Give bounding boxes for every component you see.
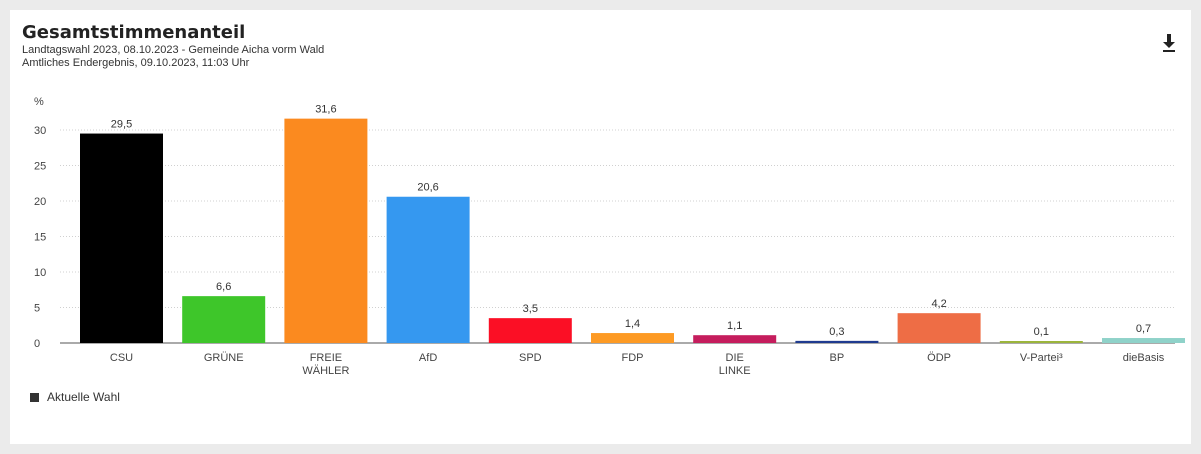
y-tick-label: 20 — [34, 196, 46, 208]
y-tick-label: 10 — [34, 267, 46, 279]
bar[interactable] — [591, 333, 674, 343]
bar-value-label: 0,1 — [1034, 326, 1049, 338]
y-tick-label: 30 — [34, 125, 46, 137]
bar[interactable] — [897, 313, 981, 343]
bar[interactable] — [386, 196, 470, 343]
bar-value-label: 1,4 — [625, 318, 640, 330]
bar[interactable] — [284, 118, 368, 343]
bar[interactable] — [182, 296, 266, 343]
bar[interactable] — [999, 341, 1083, 343]
bar[interactable] — [693, 335, 777, 343]
chart-title: Gesamtstimmenanteil — [22, 22, 246, 43]
legend-label: Aktuelle Wahl — [47, 390, 120, 404]
chart-subtitle-election: Landtagswahl 2023, 08.10.2023 - Gemeinde… — [22, 44, 325, 56]
x-category-label: dieBasis — [1123, 352, 1165, 364]
bar[interactable] — [80, 133, 163, 343]
bar-value-label: 0,3 — [829, 326, 844, 338]
bar-value-label: 31,6 — [315, 104, 336, 116]
y-tick-label: 5 — [34, 303, 40, 315]
x-category-label: V-Partei³ — [1020, 352, 1063, 364]
y-tick-label: 15 — [34, 232, 46, 244]
bar[interactable] — [1102, 338, 1185, 343]
bar[interactable] — [488, 318, 572, 343]
download-icon[interactable] — [1160, 32, 1178, 54]
x-category-label: DIE LINKE — [719, 352, 751, 377]
chart-subtitle-result: Amtliches Endergebnis, 09.10.2023, 11:03… — [22, 57, 250, 69]
y-axis-unit-label: % — [34, 96, 44, 108]
x-category-label: CSU — [110, 352, 133, 364]
legend-swatch — [30, 392, 39, 402]
bar-value-label: 0,7 — [1136, 323, 1151, 335]
bar-value-label: 6,6 — [216, 281, 231, 293]
x-category-label: GRÜNE — [204, 352, 244, 364]
bar[interactable] — [795, 340, 879, 343]
bar-value-label: 4,2 — [931, 298, 946, 310]
x-category-label: FREIE WÄHLER — [302, 352, 349, 377]
legend: Aktuelle Wahl — [30, 390, 120, 404]
bar-value-label: 1,1 — [727, 320, 742, 332]
bar-value-label: 20,6 — [417, 182, 438, 194]
bar-value-label: 3,5 — [523, 303, 538, 315]
y-tick-label: 25 — [34, 161, 46, 173]
y-tick-label: 0 — [34, 338, 40, 350]
x-category-label: FDP — [622, 352, 644, 364]
bar-value-label: 29,5 — [111, 119, 132, 131]
x-category-label: ÖDP — [927, 352, 951, 364]
x-category-label: SPD — [519, 352, 542, 364]
chart-card — [10, 10, 1191, 444]
x-category-label: AfD — [419, 352, 437, 364]
x-category-label: BP — [830, 352, 845, 364]
